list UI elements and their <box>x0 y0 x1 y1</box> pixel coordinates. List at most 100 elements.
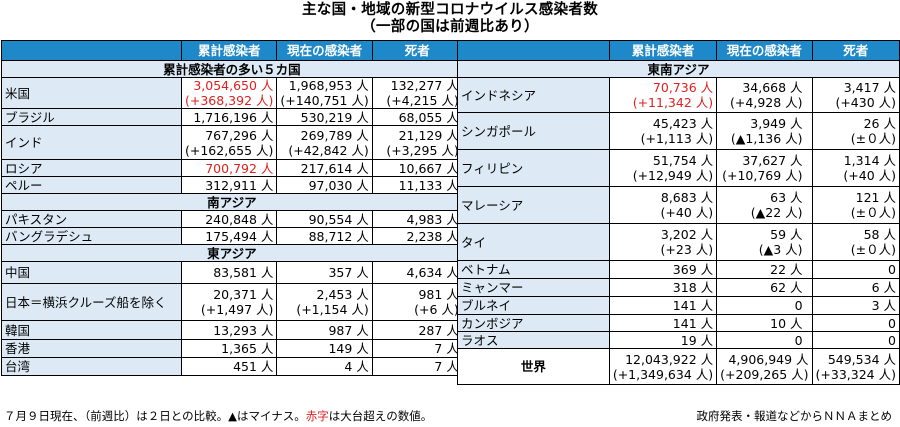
value-main: 88,712 人 <box>308 228 369 244</box>
value-main: 11,133 人 <box>398 177 459 193</box>
value-change: (+1,349,634 人) <box>612 366 714 382</box>
deaths-cell: 981 人 (+6 人) <box>371 283 463 321</box>
value-main: 26 人 <box>863 116 896 131</box>
cumulative-cell: 70,736 人 (+11,342 人) <box>608 77 718 113</box>
value-main: 240,848 人 <box>205 211 274 227</box>
table-row: ブルネイ 141 人 0 3 人 <box>457 296 900 315</box>
table-row: タイ 3,202 人 (+23 人) 59 人 (▲3 人) 58 人 (±０人) <box>457 223 900 261</box>
table-row: カンボジア 141 人 10 人 0 <box>457 314 900 332</box>
country-name: 台湾 <box>1 357 182 376</box>
country-name: 香港 <box>1 339 182 358</box>
value-main: 90,554 人 <box>308 211 369 227</box>
country-name: ペルー <box>1 176 182 194</box>
table-row: インド 767,296 人 (+162,655 人) 269,789 人 (+42,84… <box>1 125 463 160</box>
section-row: 南アジア <box>1 193 463 211</box>
current-cell: 269,789 人 (+42,842 人) <box>276 125 373 160</box>
header-cumulative: 累計感染者 <box>608 40 718 61</box>
country-name: インドネシア <box>457 77 610 113</box>
cumulative-cell: 13,293 人 <box>180 320 278 340</box>
table-row: ベトナム 369 人 22 人 0 <box>457 260 900 279</box>
value-main: 4,906,949 人 <box>728 351 809 367</box>
value-main: 10,667 人 <box>398 160 459 176</box>
value-change: (+10,769 人) <box>722 168 803 183</box>
country-name: カンボジア <box>457 314 610 332</box>
table-row: 米国 3,054,650 人 (+368,392 人) 1,968,953 人 (+14… <box>1 77 463 109</box>
table-row: パキスタン 240,848 人 90,554 人 4,983 人 <box>1 210 463 228</box>
country-name: ブルネイ <box>457 296 610 315</box>
footer-note-text-end: は大台超えの数値。 <box>328 409 433 423</box>
value-main: 451 人 <box>233 359 274 374</box>
value-change: (+12,949 人) <box>632 168 714 183</box>
current-cell: 0 <box>716 296 813 315</box>
header-blank <box>457 40 610 61</box>
section-east-asia: 東アジア <box>1 244 463 262</box>
value-main: 149 人 <box>328 341 369 356</box>
world-label: 世界 <box>457 348 610 385</box>
country-name: バングラデシュ <box>1 227 182 245</box>
current-cell: 22 人 <box>716 260 813 279</box>
value-main: 2,453 人 <box>316 287 369 302</box>
value-main: 549,534 人 <box>827 351 896 367</box>
value-main: 141 人 <box>672 298 714 313</box>
value-main: 175,494 人 <box>205 228 274 244</box>
value-change: (+11,342 人) <box>632 95 714 110</box>
group-top5: 米国 3,054,650 人 (+368,392 人) 1,968,953 人 (+14… <box>1 77 463 194</box>
value-change: (▲1,136 人) <box>730 131 803 146</box>
value-main: 7 人 <box>434 341 459 356</box>
deaths-cell: 1,314 人 (+40 人) <box>811 149 900 187</box>
cumulative-cell: 83,581 人 <box>180 261 278 284</box>
table-row: シンガポール 45,423 人 (+1,113 人) 3,949 人 (▲1,136 人… <box>457 112 900 150</box>
table-row: 中国 83,581 人 357 人 4,634 人 <box>1 261 463 284</box>
value-main: 13,293 人 <box>213 322 274 338</box>
table-row: バングラデシュ 175,494 人 88,712 人 2,238 人 <box>1 227 463 245</box>
current-cell: 62 人 <box>716 278 813 297</box>
value-main: 0 <box>794 332 803 348</box>
current-cell: 88,712 人 <box>276 227 373 245</box>
value-main: 700,792 人 <box>205 160 274 176</box>
value-main: 987 人 <box>328 322 369 338</box>
value-main: 0 <box>794 298 803 313</box>
cumulative-cell: 700,792 人 <box>180 159 278 177</box>
deaths-cell: 58 人 (±０人) <box>811 223 900 261</box>
current-cell: 1,968,953 人 (+140,751 人) <box>276 77 373 109</box>
group-east-asia: 中国 83,581 人 357 人 4,634 人日本＝横浜クルーズ船を除く 20,37… <box>1 261 463 376</box>
country-name: 韓国 <box>1 320 182 340</box>
table-row: ロシア 700,792 人 217,614 人 10,667 人 <box>1 159 463 177</box>
country-name: インド <box>1 125 182 160</box>
table-row: 韓国 13,293 人 987 人 287 人 <box>1 320 463 340</box>
value-main: 318 人 <box>672 280 714 295</box>
deaths-cell: 6 人 <box>811 278 900 297</box>
table-row: ブラジル 1,716,196 人 530,219 人 68,055 人 <box>1 108 463 126</box>
table-row: ラオス 19 人 0 0 <box>457 331 900 349</box>
section-top5: 累計感染者の多い５カ国 <box>1 60 463 78</box>
deaths-cell: 3 人 <box>811 296 900 315</box>
header-deaths: 死者 <box>371 40 463 61</box>
header-deaths: 死者 <box>811 40 900 61</box>
footer-note-red: 赤字 <box>305 409 329 423</box>
left-table: 累計感染者 現在の感染者 死者 累計感染者の多い５カ国 米国 3,054,650 … <box>1 40 463 376</box>
value-main: 83,581 人 <box>213 265 274 280</box>
table-row: 香港 1,365 人 149 人 7 人 <box>1 339 463 358</box>
cumulative-cell: 240,848 人 <box>180 210 278 228</box>
cumulative-cell: 451 人 <box>180 357 278 376</box>
value-change: (+1,497 人) <box>200 302 274 317</box>
value-main: 58 人 <box>863 227 896 242</box>
table-row: 日本＝横浜クルーズ船を除く 20,371 人 (+1,497 人) 2,453 人 (+… <box>1 283 463 321</box>
current-cell: 987 人 <box>276 320 373 340</box>
table-row: マレーシア 8,683 人 (+40 人) 63 人 (▲22 人) 121 人 (±０人) <box>457 186 900 224</box>
deaths-cell: 4,634 人 <box>371 261 463 284</box>
world-cumulative: 12,043,922 人 (+1,349,634 人) <box>608 348 718 385</box>
value-main: 132,277 人 <box>390 78 459 94</box>
value-main: 767,296 人 <box>205 127 274 143</box>
value-main: 4,983 人 <box>406 211 459 227</box>
value-main: 7 人 <box>434 359 459 374</box>
world-deaths: 549,534 人 (+33,324 人) <box>811 348 900 385</box>
value-main: 141 人 <box>672 315 714 331</box>
header-current: 現在の感染者 <box>276 40 373 61</box>
current-cell: 59 人 (▲3 人) <box>716 223 813 261</box>
current-cell: 0 <box>716 331 813 349</box>
table-row: フィリピン 51,754 人 (+12,949 人) 37,627 人 (+10,769… <box>457 149 900 187</box>
title-line1: 主な国・地域の新型コロナウイルス感染者数 <box>302 2 598 18</box>
value-main: 37,627 人 <box>742 153 803 168</box>
deaths-cell: 68,055 人 <box>371 108 463 126</box>
